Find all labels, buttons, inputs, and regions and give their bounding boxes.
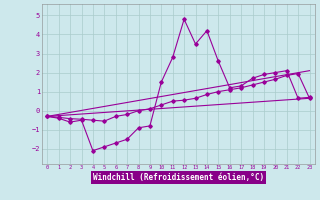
X-axis label: Windchill (Refroidissement éolien,°C): Windchill (Refroidissement éolien,°C) [93, 173, 264, 182]
